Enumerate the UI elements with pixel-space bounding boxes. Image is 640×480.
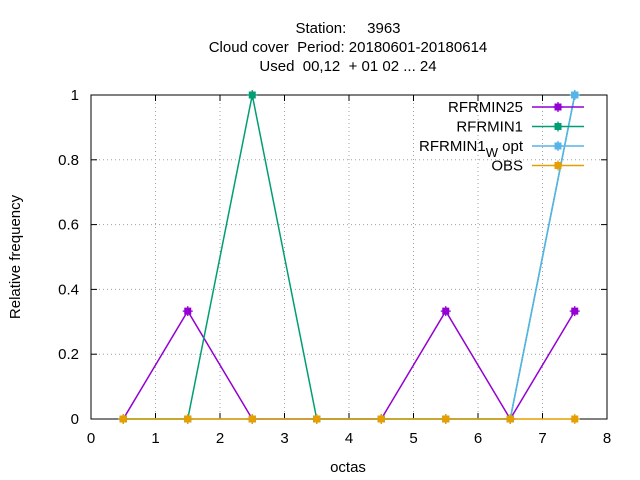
legend-label: RFRMIN1W opt xyxy=(419,138,524,160)
x-tick-label: 4 xyxy=(345,430,353,447)
title-line-3: Used 00,12 + 01 02 ... 24 xyxy=(259,58,436,75)
x-tick-label: 8 xyxy=(603,430,611,447)
series-4 xyxy=(118,414,580,424)
grid xyxy=(91,95,607,419)
chart-title: Station: 3963 Cloud cover Period: 201806… xyxy=(209,20,488,75)
legend-entry: RFRMIN25 xyxy=(448,99,584,116)
x-tick-label: 6 xyxy=(474,430,482,447)
x-tick-label: 0 xyxy=(87,430,95,447)
y-tick-label: 0.8 xyxy=(58,152,79,169)
x-tick-label: 1 xyxy=(151,430,159,447)
y-tick-label: 1 xyxy=(71,87,79,104)
legend-label: RFRMIN25 xyxy=(448,99,523,116)
x-axis-label: octas xyxy=(330,459,366,476)
y-axis-label: Relative frequency xyxy=(7,194,24,319)
x-tick-label: 7 xyxy=(538,430,546,447)
y-tick-label: 0 xyxy=(71,411,79,428)
y-tick-label: 0.4 xyxy=(58,281,79,298)
x-tick-label: 2 xyxy=(216,430,224,447)
legend-entry: RFRMIN1 xyxy=(456,119,584,136)
legend-entry: RFRMIN1W opt xyxy=(419,138,584,160)
y-tick-label: 0.6 xyxy=(58,217,79,234)
legend-label: OBS xyxy=(491,158,523,175)
ticks: 0 1 2 3 4 5 6 7 8 0 0.2 0.4 0.6 0.8 1 xyxy=(58,87,611,447)
title-line-1: Station: 3963 xyxy=(295,20,400,37)
title-line-2: Cloud cover Period: 20180601-20180614 xyxy=(209,39,488,56)
x-tick-label: 5 xyxy=(409,430,417,447)
legend-entry: OBS xyxy=(491,158,584,175)
y-tick-label: 0.2 xyxy=(58,346,79,363)
x-tick-label: 3 xyxy=(280,430,288,447)
series-layer xyxy=(118,90,580,424)
legend-label: RFRMIN1 xyxy=(456,119,523,136)
